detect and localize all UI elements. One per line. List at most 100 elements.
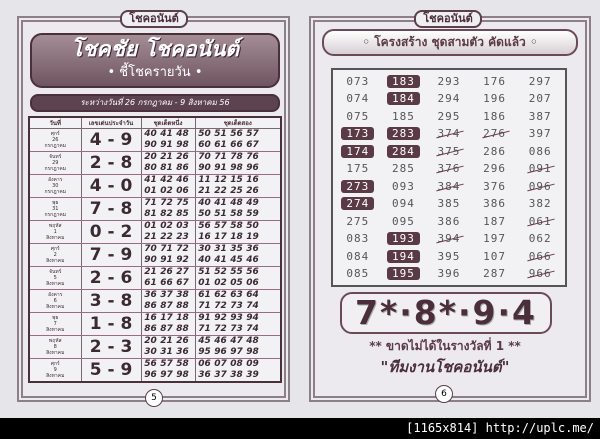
day-name: อังคาร [48,292,63,298]
highlighted-number: 184 [381,92,427,106]
day-date: 8 [53,344,57,350]
day-name: จันทร์ [49,269,62,275]
grid-row: 273 093 384 376 096 [335,178,563,196]
number-cell: 386 [472,197,518,211]
set-two-line: 45 46 47 48 [198,336,259,346]
day-month: สิงหาคม [46,373,65,379]
number-text: 083 [346,232,370,246]
table-row: พฤหัส 1 สิงหาคม 0 - 2 01 02 03 21 22 23 56 57 58 5… [29,220,282,244]
number-cell: 095 [381,215,427,229]
number-text: 073 [346,74,370,88]
day-month: กรกฎาคม [44,189,67,195]
left-subtitle: • ชี้โชครายวัน • [107,65,203,80]
number-cell: 395 [426,250,472,264]
number-text: 374 [437,127,461,141]
right-brand-label: โชคอนันต์ [414,10,482,28]
day-cell: ศุกร์ 26 กรกฎาคม [29,128,82,152]
set-two-line: 16 17 18 19 [198,232,259,242]
day-cell: อังคาร 6 สิงหาคม [29,289,82,313]
crossed-number: 374 [426,127,472,141]
set-one-line: 01 02 06 [144,186,189,196]
number-cell: 093 [381,180,427,194]
day-month: สิงหาคม [46,350,65,356]
number-text: 066 [528,249,552,263]
column-header: วันที่ [28,116,82,129]
crossed-number: 384 [426,180,472,194]
number-text: 062 [528,232,552,246]
crossed-number: 276 [472,127,518,141]
number-text: 384 [437,179,461,193]
set-two: 91 92 93 94 71 72 73 74 [195,312,282,336]
set-one: 20 21 26 80 81 86 [141,151,196,175]
day-date: 2 [53,252,57,258]
day-date: 7 [53,321,57,327]
number-text: 394 [437,232,461,246]
set-two: 40 41 48 49 50 51 58 59 [195,197,282,221]
number-cell: 107 [472,250,518,264]
day-date: 5 [53,275,57,281]
set-one-line: 70 71 72 [144,244,189,254]
set-one-line: 20 21 26 [144,152,189,162]
day-month: สิงหาคม [46,327,65,333]
set-two-line: 11 12 15 16 [198,175,259,185]
number-text: 084 [346,249,370,263]
lucky-pair: 7 - 8 [81,197,142,221]
set-one: 56 57 58 96 97 98 [141,358,196,383]
day-cell: พฤหัส 8 สิงหาคม [29,335,82,359]
date-range: ระหว่างวันที่ 26 กรกฎาคม - 9 สิงหาคม 56 [30,94,280,112]
number-text: 184 [386,92,420,106]
number-text: 286 [483,144,507,158]
day-cell: พฤหัส 1 สิงหาคม [29,220,82,244]
number-text: 197 [483,232,507,246]
set-one-line: 90 91 92 [144,255,189,265]
highlighted-number: 273 [335,179,381,194]
set-two: 56 57 58 50 16 17 18 19 [195,220,282,244]
number-text: 175 [346,162,370,176]
number-text: 194 [386,249,420,263]
crossed-number: 394 [426,232,472,246]
highlighted-number: 194 [381,249,427,264]
crossed-number: 375 [426,145,472,159]
lucky-pair: 1 - 8 [81,312,142,336]
set-one-line: 16 17 18 [144,313,189,323]
number-text: 185 [391,109,415,123]
set-two: 61 62 63 64 71 72 73 74 [195,289,282,313]
number-text: 174 [341,144,375,158]
number-text: 275 [346,214,370,228]
number-text: 276 [483,127,507,141]
number-cell: 294 [426,92,472,106]
number-cell: 286 [472,145,518,159]
grid-row: 075 185 295 186 387 [335,108,563,126]
number-cell: 075 [335,110,381,124]
number-cell: 176 [472,75,518,89]
number-text: 094 [391,197,415,211]
left-title-banner: โชคชัย โชคอนันต์ • ชี้โชครายวัน • [30,33,280,88]
table-row: ศุกร์ 9 สิงหาคม 5 - 9 56 57 58 96 97 98 06 07 08 0… [29,358,282,383]
set-two-line: 01 02 05 06 [198,278,259,288]
set-two-line: 90 91 98 96 [198,163,259,173]
lucky-pair: 7 - 9 [81,243,142,267]
set-two-line: 70 71 78 76 [198,152,259,162]
set-one: 01 02 03 21 22 23 [141,220,196,244]
day-date: 6 [53,298,57,304]
lucky-pair: 2 - 3 [81,335,142,359]
set-two-line: 40 41 48 49 [198,198,259,208]
crossed-number: 066 [517,250,563,264]
number-cell: 397 [517,127,563,141]
set-two: 30 31 35 36 40 41 45 46 [195,243,282,267]
set-one-line: 86 87 88 [144,324,189,334]
number-text: 207 [528,92,552,106]
highlighted-number: 195 [381,267,427,281]
set-one: 41 42 46 01 02 06 [141,174,196,198]
grid-row: 174 284 375 286 086 [335,143,563,161]
number-cell: 297 [517,75,563,89]
number-text: 284 [386,144,420,158]
day-month: กรกฎาคม [44,166,67,172]
big-numbers-box: 7*·8*·9·4 [340,292,552,334]
number-text: 293 [437,74,461,88]
crossed-number: 966 [517,267,563,281]
set-one-line: 61 66 67 [144,278,189,288]
lucky-pair: 3 - 8 [81,289,142,313]
number-text: 195 [386,267,420,281]
day-month: กรกฎาคม [44,143,67,149]
